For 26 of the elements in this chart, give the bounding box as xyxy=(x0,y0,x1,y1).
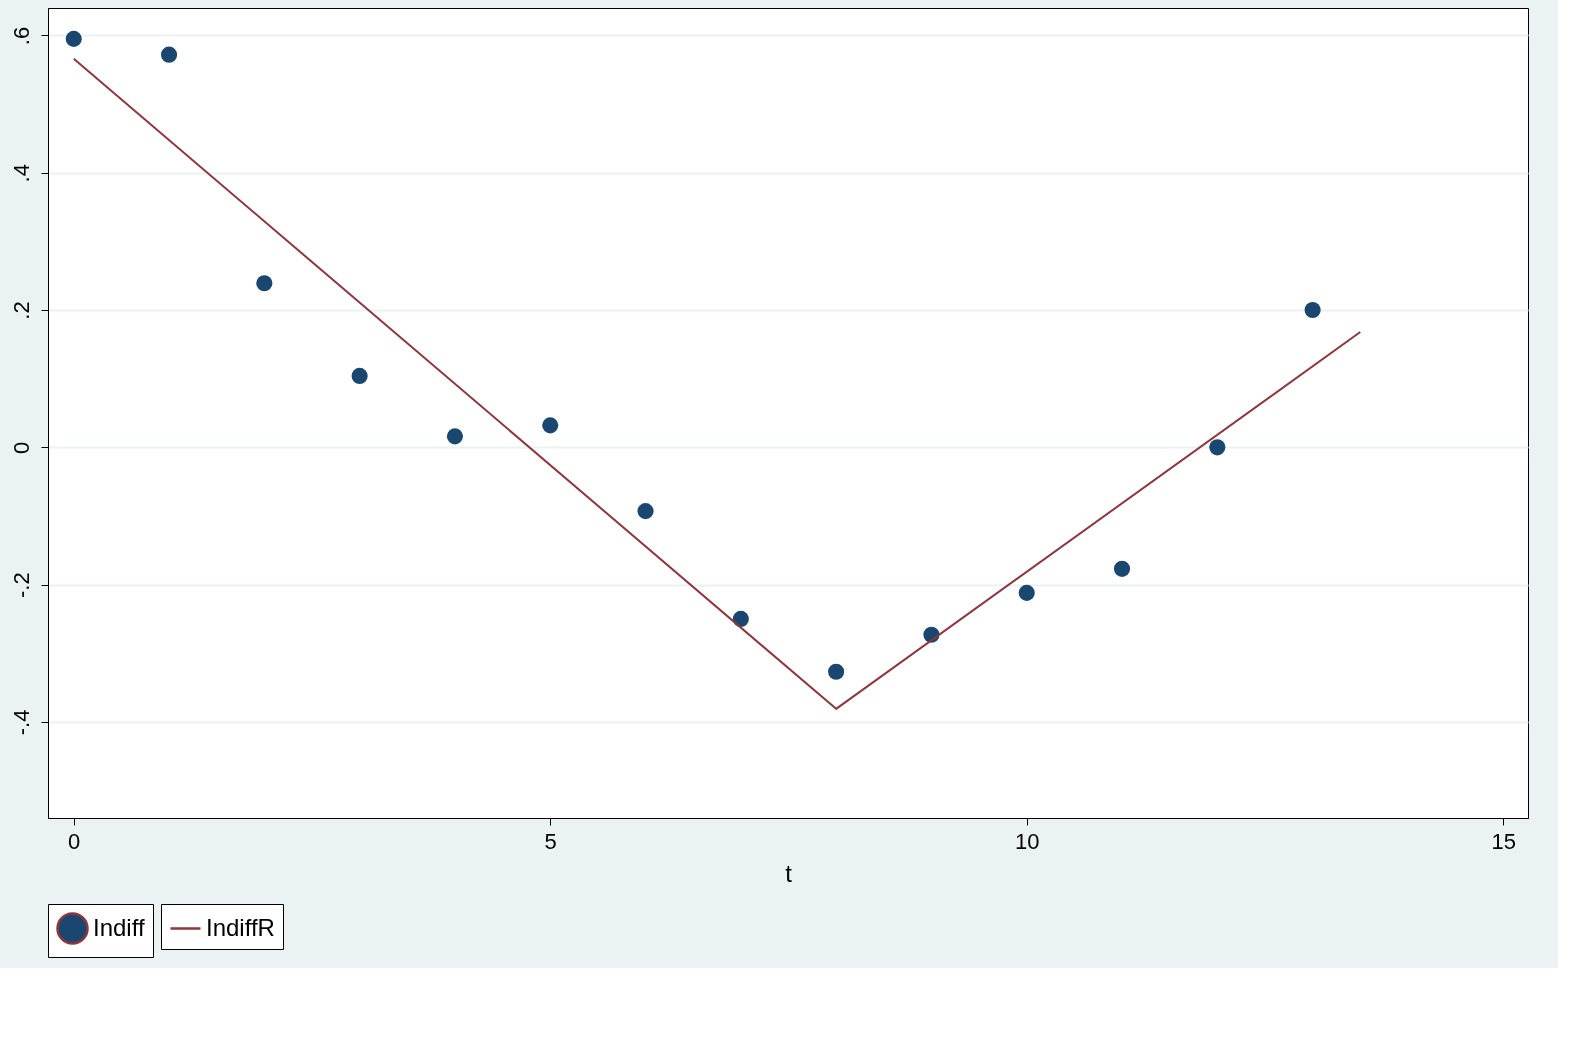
x-tick-label: 0 xyxy=(68,828,81,854)
y-tick-label: .6 xyxy=(8,26,34,46)
point xyxy=(446,428,463,445)
y-tick-label: 0 xyxy=(8,441,34,454)
point xyxy=(1209,439,1226,456)
point xyxy=(351,367,368,384)
point xyxy=(256,275,273,292)
point xyxy=(828,663,845,680)
point xyxy=(732,610,749,627)
x-tick-label: 15 xyxy=(1491,828,1516,854)
legend-label: Indiff xyxy=(93,913,145,941)
point xyxy=(637,503,654,520)
x-axis-title: t xyxy=(785,859,793,887)
y-tick-label: .4 xyxy=(8,164,34,183)
point xyxy=(1304,301,1321,319)
point xyxy=(160,46,178,63)
point xyxy=(1113,560,1131,577)
y-tick-label: -.4 xyxy=(8,709,34,736)
x-tick-label: 10 xyxy=(1014,828,1040,854)
y-tick-label: .2 xyxy=(8,301,34,320)
point xyxy=(1018,584,1035,601)
point xyxy=(542,417,559,434)
x-tick-label: 5 xyxy=(544,828,557,854)
point xyxy=(65,30,82,47)
legend-label: IndiffR xyxy=(206,913,275,941)
y-tick-label: -.2 xyxy=(8,572,34,598)
